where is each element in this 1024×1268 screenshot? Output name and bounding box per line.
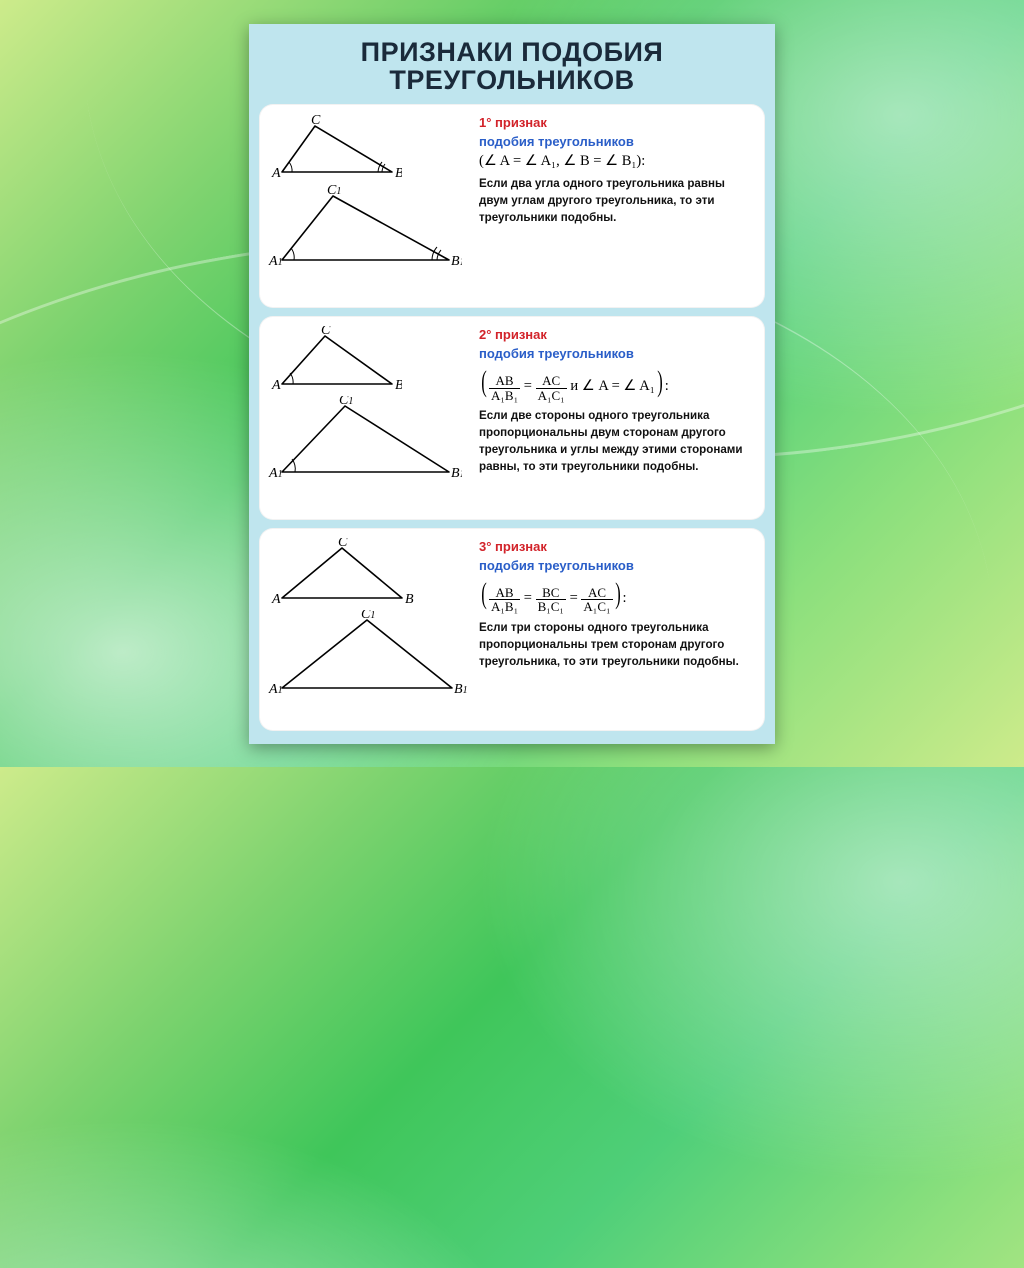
svg-text:A: A: [271, 378, 281, 393]
fraction: ACA₁C₁: [536, 374, 567, 402]
criterion-number: 2° признак: [479, 327, 547, 342]
svg-text:B1: B1: [451, 254, 462, 269]
svg-text:A1: A1: [268, 682, 283, 697]
left-paren: (: [481, 577, 487, 612]
figure-column: A B C A1 B1 C1: [267, 326, 469, 510]
svg-text:B: B: [395, 166, 402, 181]
triangle-large-3: A1 B1 C1: [267, 610, 467, 700]
title-line-2: ТРЕУГОЛЬНИКОВ: [389, 65, 634, 95]
criterion-card-2: A B C A1 B1 C1 2° признак подобия треугольни…: [259, 316, 765, 520]
fraction: ABA₁B₁: [489, 586, 520, 614]
poster: ПРИЗНАКИ ПОДОБИЯ ТРЕУГОЛЬНИКОВ A B C A1 B1 C…: [249, 24, 775, 744]
svg-text:A1: A1: [268, 466, 283, 481]
svg-text:B1: B1: [451, 466, 462, 481]
text-column: 3° признак подобия треугольников (ABA₁B₁…: [479, 538, 751, 722]
svg-text:A: A: [271, 166, 281, 181]
figure-column: A B C A1 B1 C1: [267, 114, 469, 298]
right-paren: ): [615, 577, 621, 612]
fraction: ACA₁C₁: [581, 586, 612, 614]
left-paren: (: [481, 365, 487, 400]
svg-text:C: C: [338, 538, 348, 550]
triangle-large-2: A1 B1 C1: [267, 396, 462, 484]
svg-text:A1: A1: [268, 254, 283, 269]
poster-title: ПРИЗНАКИ ПОДОБИЯ ТРЕУГОЛЬНИКОВ: [259, 34, 765, 105]
title-line-1: ПРИЗНАКИ ПОДОБИЯ: [361, 37, 664, 67]
triangle-large-1: A1 B1 C1: [267, 184, 462, 272]
triangle-small-2: A B C: [267, 326, 402, 396]
criterion-formula: (∠ A = ∠ A₁, ∠ B = ∠ B₁):: [479, 153, 751, 170]
right-paren: ): [657, 365, 663, 400]
triangle-small-1: A B C: [267, 114, 402, 184]
svg-text:B: B: [395, 378, 402, 393]
svg-text:C1: C1: [339, 396, 353, 408]
text-column: 2° признак подобия треугольников (ABA₁B₁…: [479, 326, 751, 510]
criterion-number: 1° признак: [479, 115, 547, 130]
criterion-body: Если два угла одного треугольника равны …: [479, 177, 725, 224]
svg-text:C1: C1: [361, 610, 375, 622]
criterion-formula: (ABA₁B₁ = BCB₁C₁ = ACA₁C₁):: [479, 576, 751, 613]
criterion-card-1: A B C A1 B1 C1 1° признак подобия треугольни…: [259, 104, 765, 308]
criterion-formula: (ABA₁B₁ = ACA₁C₁ и ∠ A = ∠ A₁):: [479, 364, 751, 401]
criterion-subtitle: подобия треугольников: [479, 345, 751, 363]
criterion-body: Если две стороны одного треугольника про…: [479, 409, 743, 473]
criterion-subtitle: подобия треугольников: [479, 133, 751, 151]
text-column: 1° признак подобия треугольников (∠ A = …: [479, 114, 751, 298]
svg-text:A: A: [271, 592, 281, 607]
criterion-number: 3° признак: [479, 539, 547, 554]
fraction: ABA₁B₁: [489, 374, 520, 402]
criterion-body: Если три стороны одного треугольника про…: [479, 621, 739, 668]
criterion-card-3: A B C A1 B1 C1 3° признак подобия треугольни…: [259, 528, 765, 732]
figure-column: A B C A1 B1 C1: [267, 538, 469, 722]
triangle-small-3: A B C: [267, 538, 417, 610]
svg-text:C: C: [321, 326, 331, 338]
criterion-subtitle: подобия треугольников: [479, 557, 751, 575]
svg-text:C1: C1: [327, 184, 341, 198]
svg-text:C: C: [311, 114, 321, 128]
fraction: BCB₁C₁: [536, 586, 566, 614]
svg-text:B: B: [405, 592, 414, 607]
svg-text:B1: B1: [454, 682, 467, 697]
